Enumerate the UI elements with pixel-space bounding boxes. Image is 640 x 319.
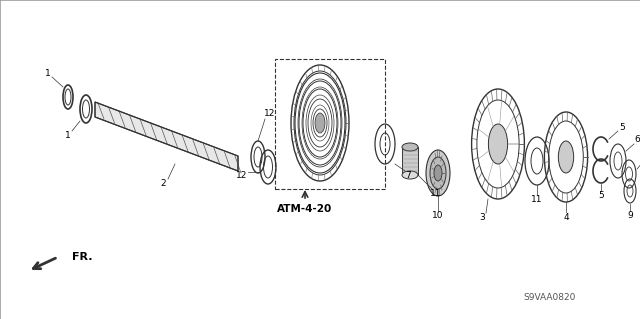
Text: 12: 12 <box>236 172 248 181</box>
Ellipse shape <box>430 157 446 189</box>
Ellipse shape <box>402 171 418 179</box>
Ellipse shape <box>402 143 418 151</box>
Text: 4: 4 <box>563 212 569 221</box>
Ellipse shape <box>315 113 325 133</box>
Text: 7: 7 <box>405 172 411 181</box>
Bar <box>275 59 385 189</box>
Text: ATM-4-20: ATM-4-20 <box>277 204 333 214</box>
Text: 9: 9 <box>627 211 633 219</box>
Text: 1: 1 <box>65 130 71 139</box>
Ellipse shape <box>434 165 442 181</box>
Polygon shape <box>95 102 238 171</box>
Text: 1: 1 <box>45 69 51 78</box>
Text: 6: 6 <box>634 136 640 145</box>
Text: 12: 12 <box>264 109 276 118</box>
Text: S9VAA0820: S9VAA0820 <box>524 293 576 301</box>
Text: 5: 5 <box>619 122 625 131</box>
Text: FR.: FR. <box>72 252 93 262</box>
Text: 5: 5 <box>598 190 604 199</box>
Text: 10: 10 <box>432 211 444 219</box>
Text: 2: 2 <box>160 180 166 189</box>
Text: 11: 11 <box>531 196 543 204</box>
Ellipse shape <box>558 141 573 173</box>
Bar <box>402 147 418 175</box>
Text: 3: 3 <box>479 213 485 222</box>
Ellipse shape <box>488 124 508 164</box>
Ellipse shape <box>426 150 450 196</box>
Text: 11: 11 <box>430 189 442 198</box>
